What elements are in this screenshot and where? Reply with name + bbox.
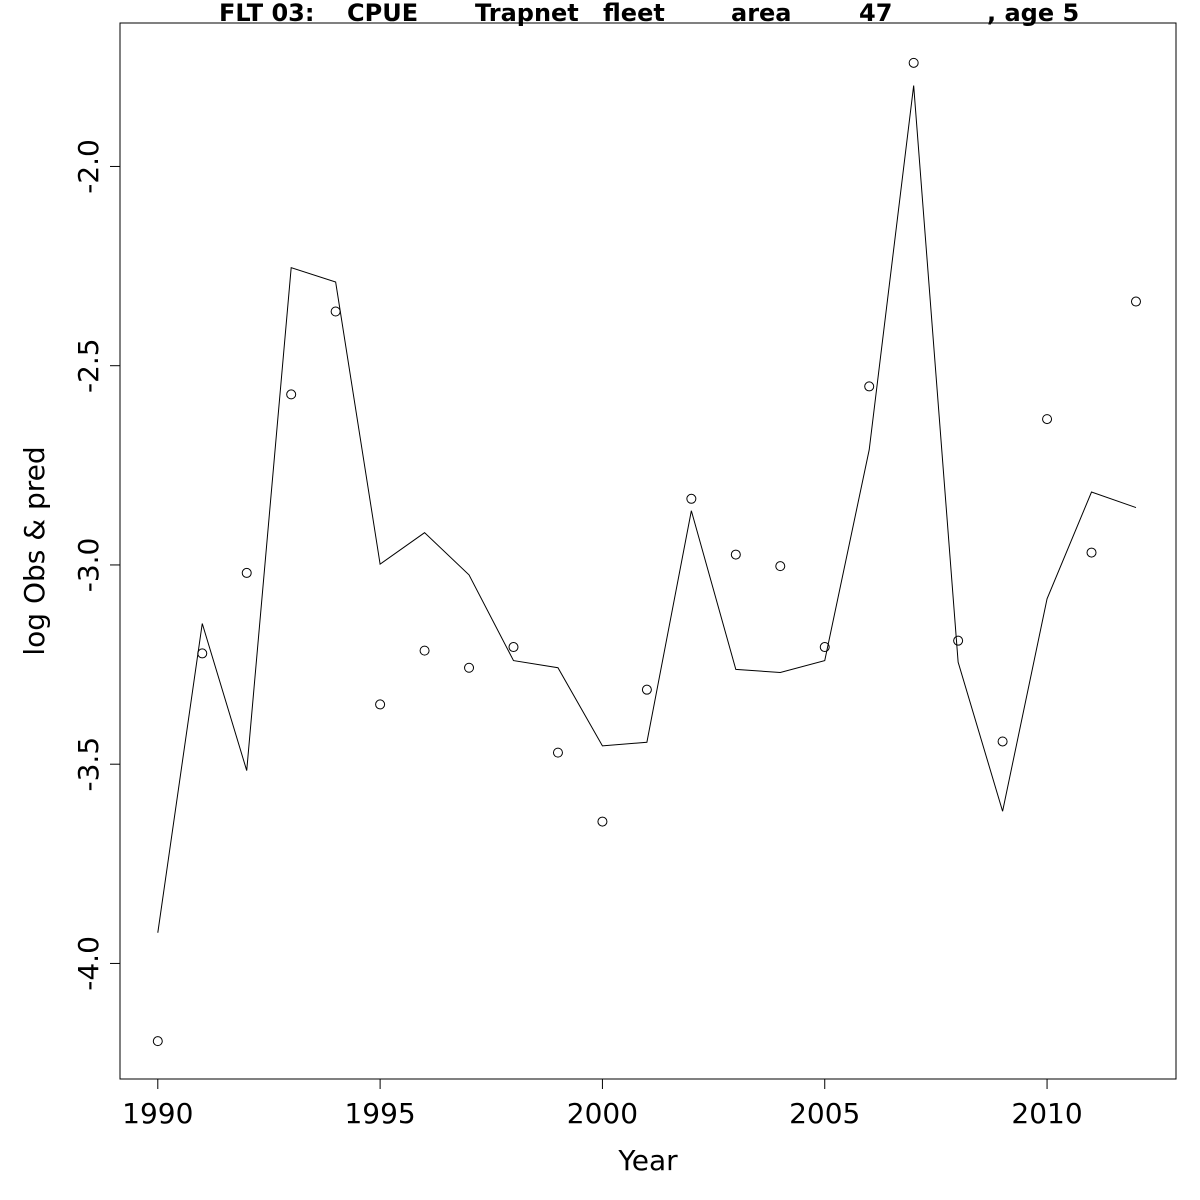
x-tick-label: 2000 — [567, 1097, 638, 1130]
observed-point — [152, 1036, 163, 1047]
predicted-line-series — [157, 85, 1137, 933]
y-tick-label: -2.5 — [72, 338, 105, 393]
x-tick-label: 1990 — [122, 1097, 193, 1130]
observed-point — [375, 699, 386, 710]
observed-point — [419, 645, 430, 656]
observed-point — [508, 642, 519, 653]
observed-point — [997, 736, 1008, 747]
observed-point — [864, 381, 875, 392]
observed-point — [1042, 414, 1053, 425]
observed-point — [641, 684, 652, 695]
observed-point — [686, 493, 697, 504]
observed-point — [1086, 547, 1097, 558]
observed-point — [197, 648, 208, 659]
x-tick-label: 2010 — [1011, 1097, 1082, 1130]
observed-point — [552, 747, 563, 758]
x-tick-label: 1995 — [344, 1097, 415, 1130]
observed-points-series — [152, 57, 1141, 1047]
plot-frame — [119, 22, 1177, 1080]
observed-point — [464, 662, 475, 673]
observed-point — [1130, 296, 1141, 307]
observed-point — [597, 816, 608, 827]
x-axis-label: Year — [617, 1144, 678, 1177]
x-tick-label: 2005 — [789, 1097, 860, 1130]
y-tick-label: -3.5 — [72, 737, 105, 792]
predicted-line — [157, 85, 1137, 933]
y-axis: -4.0 -3.5 -3.0 -2.5 -2.0 — [72, 139, 121, 991]
observed-point — [819, 642, 830, 653]
y-tick-label: -4.0 — [72, 936, 105, 991]
y-tick-label: -3.0 — [72, 538, 105, 593]
observed-point — [330, 306, 341, 317]
observed-point — [241, 567, 252, 578]
observed-point — [286, 389, 297, 400]
observed-point — [908, 57, 919, 68]
observed-point — [953, 635, 964, 646]
y-axis-label: log Obs & pred — [18, 446, 51, 655]
x-axis: 1990 1995 2000 2005 2010 — [122, 1078, 1083, 1130]
observed-point — [730, 549, 741, 560]
observed-point — [775, 561, 786, 572]
y-tick-label: -2.0 — [72, 139, 105, 194]
